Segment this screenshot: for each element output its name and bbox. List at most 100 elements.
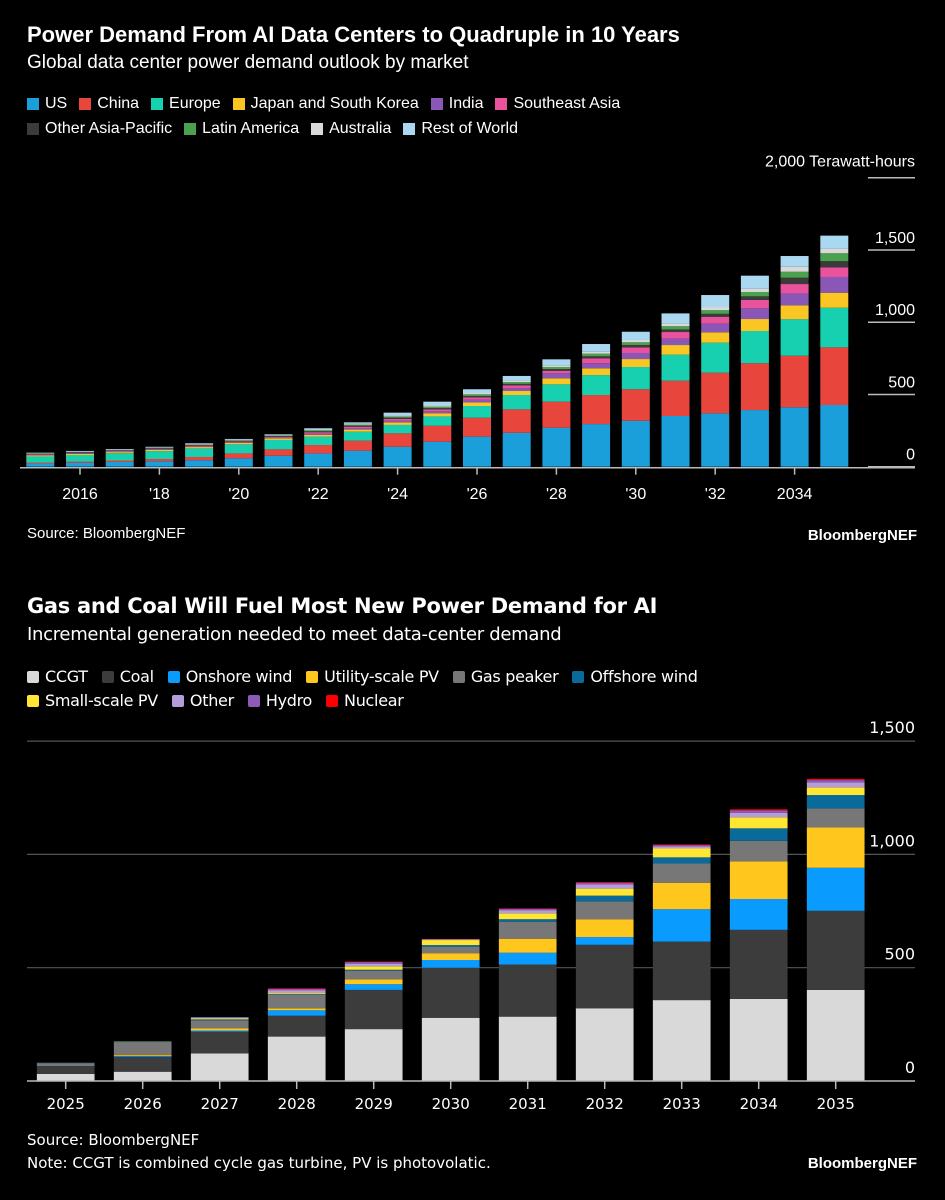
bar-segment [304,433,333,435]
legend-swatch [247,694,260,707]
bar-segment [463,417,491,437]
chart-1-brand-logo: BloombergNEF [807,527,917,544]
bar-segment [820,261,849,268]
bar-segment [264,435,293,437]
bar-segment [463,402,491,407]
bar-segment [820,307,849,348]
x-tick-label: 2029 [355,1095,393,1113]
chart-2-source: Source: BloombergNEF [27,1131,200,1149]
bar-segment [701,307,730,311]
bar-segment [264,439,293,450]
bar-segment [621,366,650,390]
bar-segment [145,446,174,448]
bar-segment [264,436,293,438]
bar-segment [145,449,174,452]
legend-item: US [27,95,67,113]
bar-segment [36,1066,95,1074]
bar-segment [423,425,452,442]
legend-label: Gas peaker [470,667,559,686]
bar-segment [463,406,491,418]
bar-segment [740,299,769,309]
bar-segment [498,1016,557,1081]
legend-swatch [171,694,184,707]
bar-segment [701,310,730,314]
bar-segment [113,1055,172,1057]
bar-segment [740,410,769,467]
y-tick-label: 1,000 [869,831,915,850]
bar-segment [421,945,480,947]
bar-segment [383,415,412,417]
bar-segment [383,418,412,421]
legend-label: Utility-scale PV [324,667,439,686]
bar-segment [661,354,690,381]
bar-segment [264,437,293,439]
bar-segment [621,331,650,340]
bar-segment [105,460,134,462]
bar-segment [729,899,788,930]
y-tick-label: 0 [906,447,915,464]
legend-swatch [27,123,39,135]
legend-swatch [232,98,245,110]
bar-segment [423,406,452,409]
bar-segment [502,432,531,467]
bar-segment [26,462,55,464]
bar-segment [621,347,650,353]
x-tick-label: '26 [467,486,488,503]
bar-segment [190,1030,249,1032]
bar-segment [498,908,557,911]
bar-segment [463,389,491,394]
bar-segment [502,395,531,410]
x-tick-label: 2030 [432,1095,470,1113]
bar-segment [463,436,491,467]
bar-segment [267,1015,326,1037]
bar-segment [421,1017,480,1081]
bar-segment [344,962,403,964]
x-tick-label: 2034 [777,486,813,503]
bar-segment [701,313,730,317]
bar-segment [652,844,711,846]
bar-segment [806,808,865,828]
x-tick-label: 2034 [740,1095,778,1113]
bar-segment [185,444,214,446]
legend-label: Small-scale PV [45,691,158,710]
legend-item: Europe [151,95,221,113]
x-tick-label: '18 [149,486,170,503]
bar-segment [701,316,730,324]
legend-item: Rest of World [403,120,518,138]
legend-item: India [430,95,483,113]
bar-segment [780,319,809,356]
legend-item: Hydro [247,691,312,710]
bar-segment [267,988,326,990]
y-tick-label: 500 [884,945,915,964]
bar-segment [575,888,634,896]
bar-segment [498,938,557,953]
legend-swatch [167,670,180,683]
bar-segment [806,778,865,781]
bar-segment [113,1071,172,1081]
bar-segment [224,443,253,445]
chart-1-source: Source: BloombergNEF [27,525,186,542]
bar-segment [190,1028,249,1031]
legend-item: CCGT [27,667,88,686]
bar-segment [542,373,571,379]
bar-segment [36,1063,95,1067]
bar-segment [344,979,403,985]
bar-segment [185,448,214,458]
bar-segment [224,438,253,440]
bar-segment [463,393,491,395]
legend-item: Australia [311,120,391,138]
legend-swatch [101,670,114,683]
bar-segment [421,967,480,1018]
bar-segment [383,424,412,434]
bar-segment [652,846,711,849]
bar-segment [224,440,253,441]
legend-label: Offshore wind [590,667,698,686]
legend-item: China [79,95,139,113]
bar-segment [421,959,480,968]
bar-segment [498,964,557,1017]
legend-label: Japan and South Korea [250,95,419,112]
bar-segment [383,412,412,416]
bar-segment [190,1018,249,1020]
bar-segment [701,295,730,308]
